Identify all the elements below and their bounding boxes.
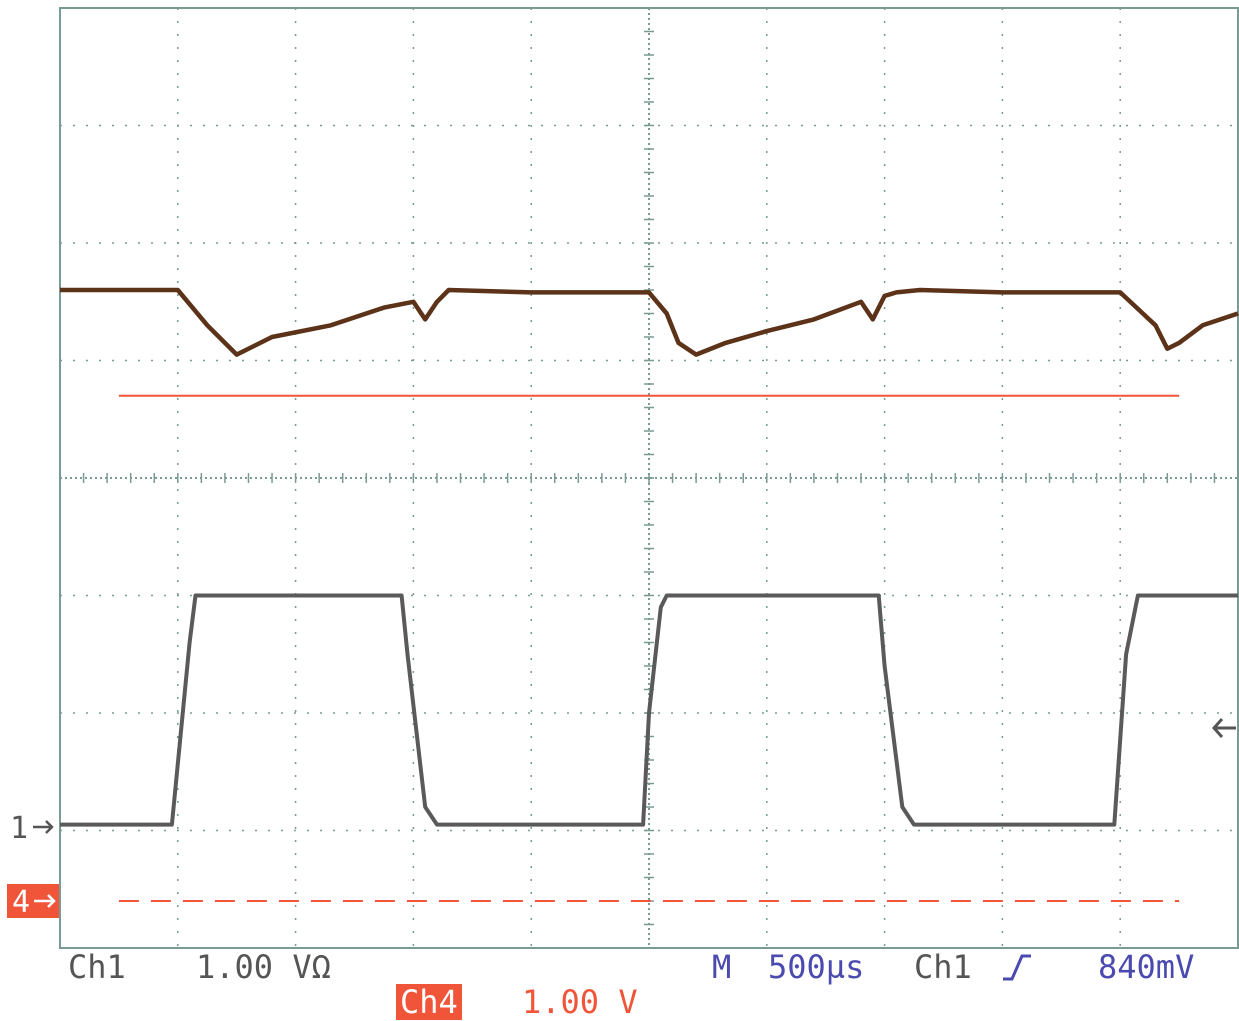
ch1-scale: 1.00 VΩ: [196, 948, 331, 986]
waveform-traces: [60, 287, 1239, 902]
channel-markers: 1 4: [7, 718, 1236, 920]
ch1-ground-marker-arrow: [33, 820, 54, 834]
ch4-ground-marker-arrow: [34, 894, 56, 908]
ch1-label: Ch1: [68, 948, 126, 986]
trigger-source: Ch1: [914, 948, 972, 986]
trigger-level: 840mV: [1098, 948, 1195, 986]
graticule: [59, 7, 1239, 949]
math-trace: [60, 287, 1239, 357]
timebase-value: 500µs: [768, 948, 865, 986]
ch4-scale: 1.00 V: [522, 983, 638, 1021]
ch4-label: Ch4: [396, 984, 462, 1020]
timebase-label: M: [712, 948, 732, 986]
trigger-level-arrow: [1211, 718, 1236, 738]
ch4-ground-marker-label: 4: [12, 885, 30, 920]
ch1-ground-marker-label: 1: [10, 811, 28, 846]
rising-edge-icon: [1003, 954, 1031, 981]
ch1-trace: [60, 593, 1238, 827]
